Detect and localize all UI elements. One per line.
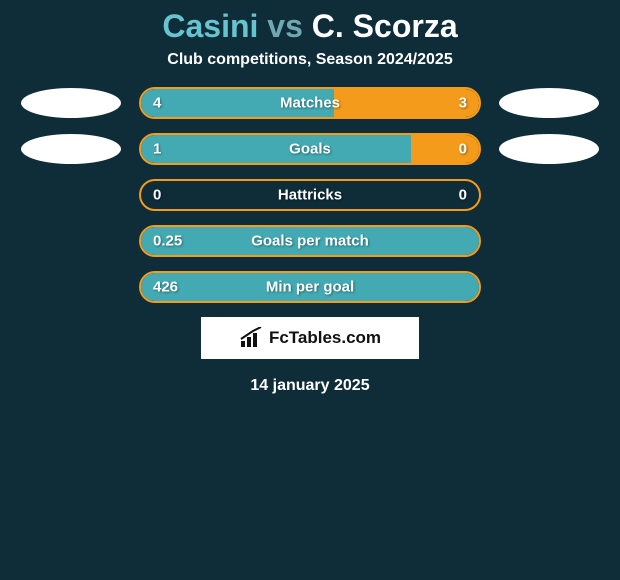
logo-text: FcTables.com [269, 328, 381, 348]
title-vs: vs [258, 8, 311, 44]
stat-label: Hattricks [278, 187, 342, 204]
logo-box: FcTables.com [201, 317, 419, 359]
page-title: Casini vs C. Scorza [0, 0, 620, 51]
stat-value-left: 426 [153, 279, 178, 296]
stat-bar: 1 0 Goals [139, 133, 481, 165]
stat-value-left: 0 [153, 187, 161, 204]
stat-bar: 4 3 Matches [139, 87, 481, 119]
avatar-placeholder-left [21, 88, 121, 118]
stat-rows: 4 3 Matches 1 0 Goals 0 0 Hattricks 0.25 Goals per… [0, 87, 620, 303]
avatar-placeholder-right [499, 88, 599, 118]
bar-fill-right [334, 89, 479, 117]
stat-label: Matches [280, 95, 340, 112]
bar-fill-right [411, 135, 479, 163]
stat-row: 4 3 Matches [0, 87, 620, 119]
bar-fill-left [141, 135, 411, 163]
date-label: 14 january 2025 [0, 377, 620, 395]
stat-value-right: 0 [459, 141, 467, 158]
stat-row: 0.25 Goals per match [0, 225, 620, 257]
stat-row: 0 0 Hattricks [0, 179, 620, 211]
title-player-right: C. Scorza [312, 8, 458, 44]
stat-label: Min per goal [266, 279, 354, 296]
stat-bar: 426 Min per goal [139, 271, 481, 303]
stat-bar: 0 0 Hattricks [139, 179, 481, 211]
avatar-placeholder-right [499, 134, 599, 164]
stat-value-left: 0.25 [153, 233, 182, 250]
stat-label: Goals [289, 141, 331, 158]
stat-value-right: 3 [459, 95, 467, 112]
stat-bar: 0.25 Goals per match [139, 225, 481, 257]
bar-chart-icon [239, 327, 263, 349]
stat-label: Goals per match [251, 233, 369, 250]
stat-value-left: 1 [153, 141, 161, 158]
stat-row: 1 0 Goals [0, 133, 620, 165]
subtitle: Club competitions, Season 2024/2025 [0, 51, 620, 69]
stat-row: 426 Min per goal [0, 271, 620, 303]
stat-value-left: 4 [153, 95, 161, 112]
comparison-widget: Casini vs C. Scorza Club competitions, S… [0, 0, 620, 580]
avatar-placeholder-left [21, 134, 121, 164]
title-player-left: Casini [162, 8, 258, 44]
stat-value-right: 0 [459, 187, 467, 204]
